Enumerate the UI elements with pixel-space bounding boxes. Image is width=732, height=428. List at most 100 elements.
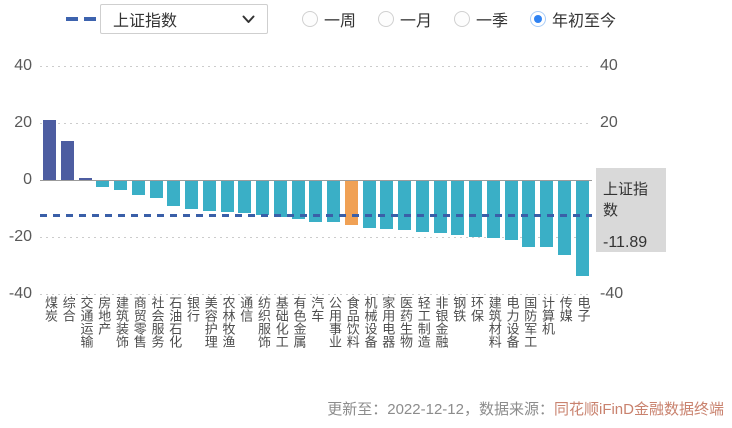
x-label: 轻工制造 <box>415 296 431 348</box>
bar-美容护理[interactable] <box>202 181 216 211</box>
bar-基础化工[interactable] <box>273 181 287 217</box>
x-label: 公用事业 <box>327 296 342 348</box>
period-radio-3[interactable]: 一季 <box>454 7 508 31</box>
bar-农林牧渔[interactable] <box>220 181 234 213</box>
bar-银行[interactable] <box>185 181 198 209</box>
x-label: 电子 <box>575 296 591 322</box>
x-label: 环保 <box>469 296 484 322</box>
x-label: 食品饮料 <box>344 296 360 348</box>
radio-unselected-icon[interactable] <box>378 11 395 27</box>
bar-商贸零售[interactable] <box>131 181 145 196</box>
x-label: 石油石化 <box>167 296 183 348</box>
bar-国防军工[interactable] <box>522 181 536 247</box>
zero-axis-line <box>40 180 592 181</box>
x-label: 建筑材料 <box>486 296 502 348</box>
y-tick-left: -40 <box>8 285 32 302</box>
radio-unselected-icon[interactable] <box>302 11 318 27</box>
bar-轻工制造[interactable] <box>415 181 429 232</box>
y-tick-right: 40 <box>600 57 618 74</box>
radio-selected-icon[interactable] <box>530 11 547 27</box>
bar-通信[interactable] <box>238 181 252 213</box>
updated-at-text: 更新至：2022-12-12，数据来源： <box>327 401 554 418</box>
index-dashed-line <box>40 213 592 217</box>
bar-建筑装饰[interactable] <box>114 181 127 191</box>
x-label: 机械设备 <box>362 296 378 348</box>
bar-综合[interactable] <box>60 140 74 180</box>
bar-食品饮料[interactable] <box>344 181 358 226</box>
bar-煤炭[interactable] <box>43 120 56 180</box>
index-annotation-title: 上证指数 <box>603 181 649 219</box>
radio-unselected-icon[interactable] <box>454 11 471 27</box>
bar-家用电器[interactable] <box>380 181 394 230</box>
plot-area <box>40 66 592 295</box>
bar-电力设备[interactable] <box>504 181 518 240</box>
x-label: 电力设备 <box>504 296 520 348</box>
period-radio-4[interactable]: 年初至今 <box>530 7 616 31</box>
x-label: 美容护理 <box>202 296 218 348</box>
chevron-down-icon <box>242 15 255 24</box>
bar-环保[interactable] <box>469 181 482 238</box>
x-label: 钢铁 <box>451 296 467 322</box>
x-label: 有色金属 <box>291 296 307 348</box>
x-label: 传媒 <box>557 296 573 322</box>
bar-交通运输[interactable] <box>78 177 92 180</box>
x-label: 纺织服饰 <box>256 296 271 348</box>
index-select-dropdown[interactable]: 上证指数 <box>100 4 268 34</box>
x-label: 国防军工 <box>522 296 538 348</box>
x-label: 交通运输 <box>78 296 94 348</box>
period-radio-label: 年初至今 <box>552 13 617 30</box>
period-radio-2[interactable]: 一月 <box>378 7 432 31</box>
gridline <box>40 294 592 295</box>
bar-社会服务[interactable] <box>149 181 163 198</box>
index-line-legend-dash <box>66 17 96 21</box>
bar-有色金属[interactable] <box>291 181 305 219</box>
x-label: 煤炭 <box>43 296 58 322</box>
bar-电子[interactable] <box>575 181 589 276</box>
bar-医药生物[interactable] <box>398 181 411 231</box>
x-label: 计算机 <box>540 296 555 335</box>
y-tick-right: -40 <box>600 285 624 302</box>
y-tick-left: 40 <box>14 57 32 74</box>
footer: 更新至：2022-12-12，数据来源：同花顺iFinD金融数据终端 <box>327 398 724 419</box>
bar-钢铁[interactable] <box>451 181 465 236</box>
index-select-value: 上证指数 <box>113 13 178 30</box>
x-label: 基础化工 <box>273 296 289 348</box>
data-source-text: 同花顺iFinD金融数据终端 <box>553 401 724 418</box>
bar-机械设备[interactable] <box>362 181 376 229</box>
bar-非银金融[interactable] <box>433 181 447 234</box>
x-label: 家用电器 <box>380 296 396 348</box>
index-annotation-box: 上证指数 -11.89 <box>596 168 666 252</box>
x-label: 通信 <box>238 296 254 322</box>
period-radio-group: 一周 一月 一季 年初至今 <box>302 7 616 31</box>
period-radio-label: 一季 <box>476 13 509 30</box>
x-label: 建筑装饰 <box>114 296 129 348</box>
y-tick-left: -20 <box>8 228 32 245</box>
bar-公用事业[interactable] <box>327 181 340 223</box>
gridline <box>40 123 592 124</box>
x-label: 房地产 <box>96 296 112 335</box>
y-tick-right: 20 <box>600 114 618 131</box>
y-tick-left: 0 <box>23 171 32 188</box>
x-label: 农林牧渔 <box>220 296 236 348</box>
x-label: 医药生物 <box>398 296 413 348</box>
bar-汽车[interactable] <box>309 181 323 222</box>
y-tick-left: 20 <box>14 114 32 131</box>
bar-纺织服饰[interactable] <box>256 181 269 216</box>
x-label: 非银金融 <box>433 296 449 348</box>
period-radio-label: 一周 <box>324 13 357 30</box>
bar-传媒[interactable] <box>557 181 571 255</box>
x-label: 汽车 <box>309 296 325 322</box>
gridline <box>40 66 592 67</box>
gridline <box>40 237 592 238</box>
x-label: 商贸零售 <box>131 296 147 348</box>
bar-建筑材料[interactable] <box>486 181 500 238</box>
index-annotation-value: -11.89 <box>603 234 648 251</box>
x-label: 社会服务 <box>149 296 165 348</box>
x-label: 综合 <box>60 296 76 322</box>
x-label: 银行 <box>185 296 200 322</box>
bar-房地产[interactable] <box>96 181 110 187</box>
bar-石油石化[interactable] <box>167 181 181 207</box>
period-radio-1[interactable]: 一周 <box>302 7 356 31</box>
period-radio-label: 一月 <box>400 13 433 30</box>
